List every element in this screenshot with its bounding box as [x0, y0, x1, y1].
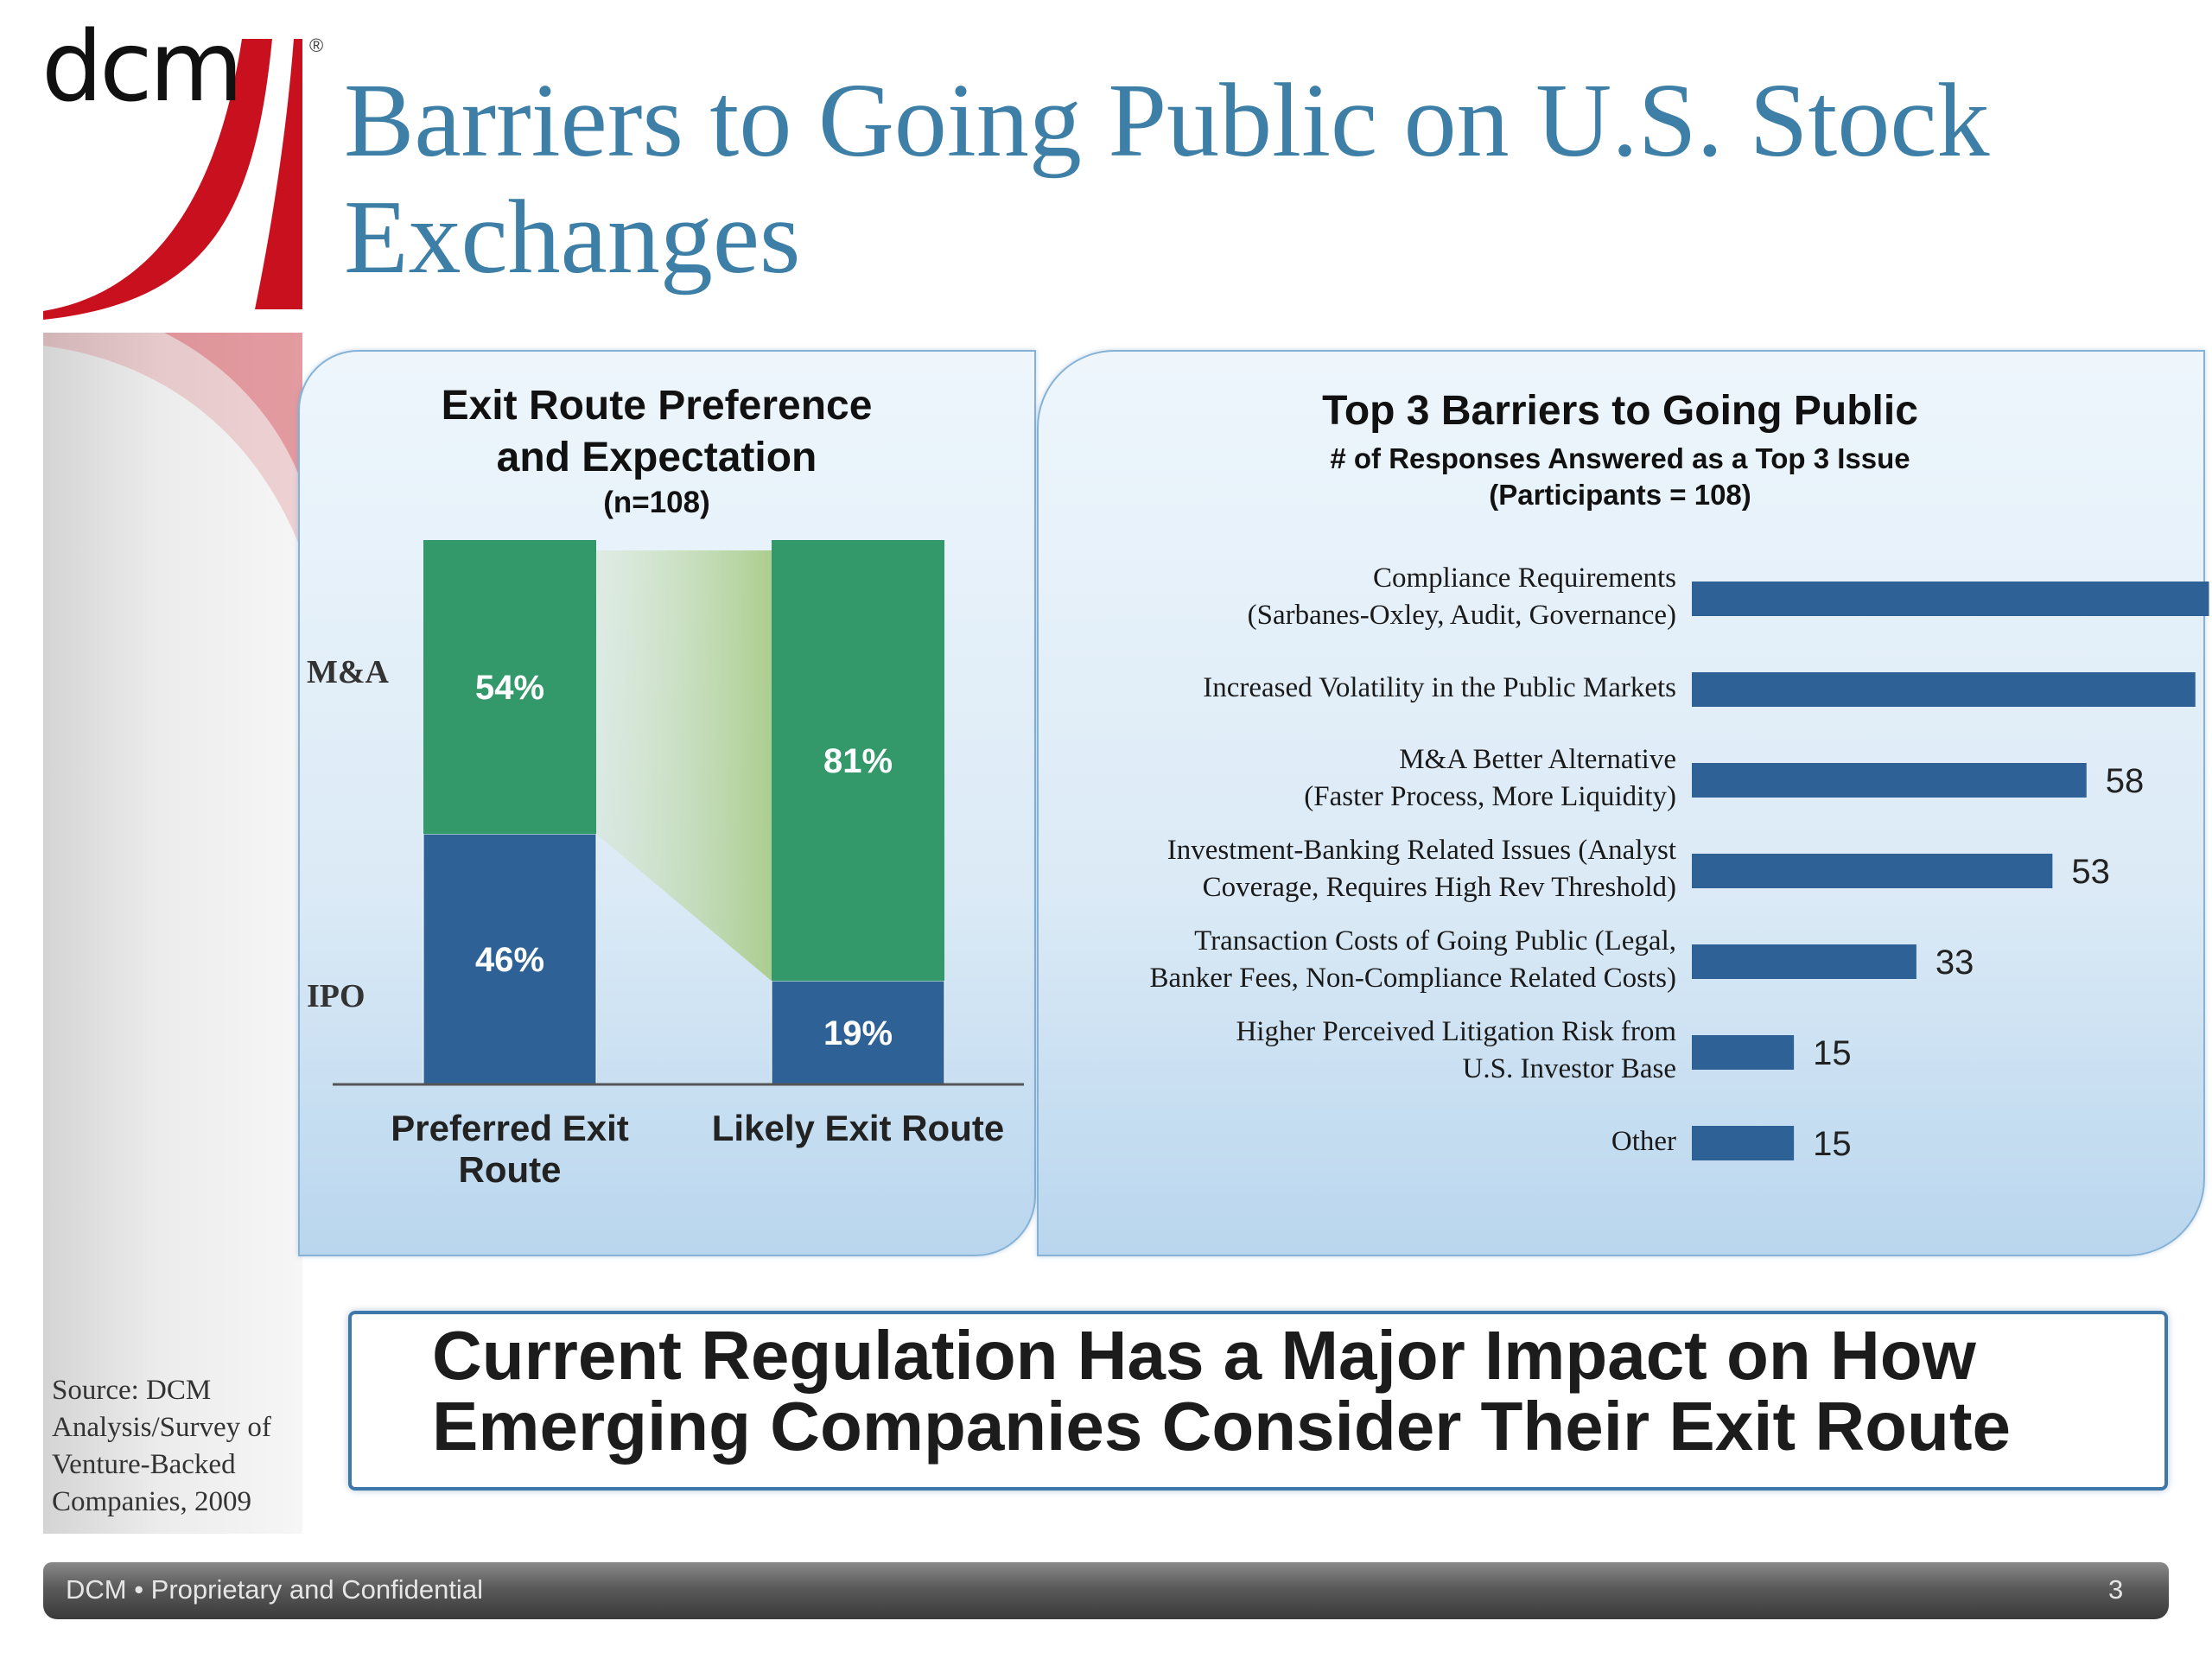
footer-bar	[43, 1562, 2169, 1619]
page-number: 3	[2108, 1574, 2124, 1605]
conclusion-banner	[348, 1311, 2168, 1491]
conclusion-line2: Emerging Companies Consider Their Exit R…	[432, 1388, 2011, 1465]
exit-route-chart-title: Exit Route Preference and Expectation	[328, 380, 985, 484]
category-label-1: Likely Exit Route	[712, 1108, 1004, 1148]
logo-graphic	[43, 39, 302, 553]
label-ma-0: 54%	[475, 669, 544, 707]
barrier-value-6: 15	[1813, 1125, 1852, 1163]
preference-to-expectation-connector	[596, 550, 772, 982]
barrier-label-4: Transaction Costs of Going Public (Legal…	[1149, 925, 1676, 994]
footer-text: DCM • Proprietary and Confidential	[66, 1574, 483, 1605]
barrier-label-3: Investment-Banking Related Issues (Analy…	[1166, 835, 1676, 903]
barrier-value-5: 15	[1813, 1034, 1852, 1072]
barriers-panel	[1037, 350, 2205, 1256]
barrier-label-5: Higher Perceived Litigation Risk from U.S…	[1236, 1016, 1676, 1084]
registered-mark: ®	[309, 35, 324, 56]
barrier-bar-2	[1692, 763, 2087, 798]
page-title: Barriers to Going Public on U.S. Stock E…	[344, 62, 1990, 296]
category-label-0: Preferred Exit	[391, 1108, 628, 1148]
conclusion-line1: Current Regulation Has a Major Impact on…	[432, 1317, 1976, 1394]
logo-wordmark: dcm	[41, 11, 244, 124]
barrier-label-6: Other	[1611, 1125, 1676, 1157]
source-note: Source: DCM Analysis/Survey of Venture-B…	[52, 1375, 271, 1517]
connector-shape	[596, 550, 772, 982]
label-ipo-0: 46%	[475, 941, 544, 979]
barrier-value-4: 33	[1936, 944, 1974, 982]
barrier-value-2: 58	[2106, 762, 2145, 800]
exit-route-title-line2: and Expectation	[496, 435, 817, 480]
category-label-0: Route	[459, 1149, 562, 1190]
bar-ma-1	[772, 540, 944, 982]
barrier-bar-5	[1692, 1035, 1795, 1070]
series-label-ipo: IPO	[307, 978, 365, 1014]
conclusion-text: Current Regulation Has a Major Impact on…	[432, 1320, 2160, 1462]
series-label-ma: M&A	[307, 654, 390, 690]
sidebar-background	[43, 333, 302, 1534]
barrier-bar-1	[1692, 672, 2196, 707]
barrier-label-2: M&A Better Alternative (Faster Process, M…	[1304, 744, 1676, 812]
barrier-label-0: Compliance Requirements (Sarbanes-Oxley, …	[1247, 563, 1676, 631]
barriers-chart-participants: (Participants = 108)	[1489, 479, 1751, 511]
barrier-label-1: Increased Volatility in the Public Marke…	[1203, 671, 1676, 703]
barriers-chart-subtitle: # of Responses Answered as a Top 3 Issue	[1330, 442, 1910, 474]
exit-route-title-line1: Exit Route Preference	[441, 383, 873, 429]
label-ipo-1: 19%	[823, 1014, 893, 1052]
barrier-bar-4	[1692, 944, 1916, 979]
barrier-value-3: 53	[2071, 853, 2110, 891]
label-ma-1: 81%	[823, 742, 893, 780]
barrier-bar-3	[1692, 854, 2053, 888]
bar-ma-0	[423, 540, 596, 835]
exit-route-chart-subtitle: (n=108)	[603, 486, 710, 519]
barrier-bar-6	[1692, 1126, 1795, 1160]
barriers-chart-title: Top 3 Barriers to Going Public	[1322, 388, 1918, 434]
barriers-chart: 76745853331515	[1692, 582, 2209, 1163]
barrier-bar-0	[1692, 582, 2209, 616]
bar-ipo-0	[423, 833, 597, 1085]
